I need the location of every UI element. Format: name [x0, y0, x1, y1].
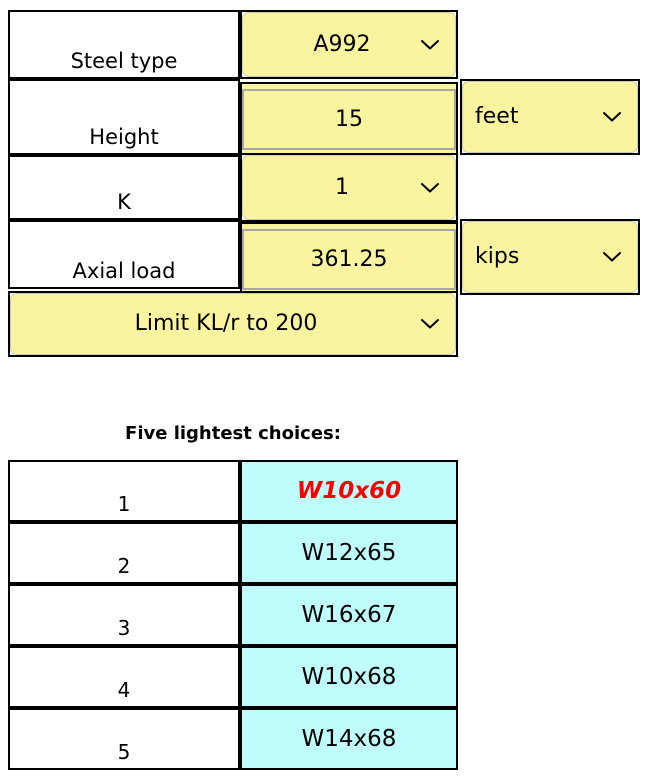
chevron-down-icon: [421, 319, 439, 330]
steel-type-dropdown[interactable]: A992: [242, 12, 456, 77]
k-factor-value: 1: [335, 174, 349, 200]
axial-load-units-select[interactable]: kips: [460, 219, 640, 295]
height-input[interactable]: 15: [242, 89, 456, 150]
axial-load-units-value: kips: [475, 244, 520, 269]
result-rank: 3: [8, 584, 240, 646]
result-rank: 2: [8, 522, 240, 584]
slenderness-limit-dropdown[interactable]: Limit KL/r to 200: [10, 293, 456, 355]
axial-load-input[interactable]: 361.25: [242, 229, 456, 290]
k-factor-select[interactable]: 1: [240, 153, 458, 222]
height-units-dropdown[interactable]: feet: [462, 81, 638, 153]
slenderness-limit-value: Limit KL/r to 200: [134, 311, 318, 336]
axial-load-units-dropdown[interactable]: kips: [462, 221, 638, 293]
chevron-down-icon: [603, 252, 621, 263]
height-units-value: feet: [475, 104, 519, 129]
k-factor-dropdown[interactable]: 1: [242, 155, 456, 220]
height-input-cell[interactable]: 15: [240, 82, 458, 155]
chevron-down-icon: [421, 39, 439, 50]
result-section: W10x68: [240, 646, 458, 708]
chevron-down-icon: [421, 182, 439, 193]
result-rank: 1: [8, 460, 240, 522]
result-section: W14x68: [240, 708, 458, 770]
chevron-down-icon: [603, 112, 621, 123]
results-title: Five lightest choices:: [125, 423, 341, 444]
height-value: 15: [335, 106, 363, 132]
input-form: Steel type A992 Height 15 feet K: [0, 0, 656, 370]
result-section: W16x67: [240, 584, 458, 646]
result-rank: 5: [8, 708, 240, 770]
result-rank: 4: [8, 646, 240, 708]
height-units-select[interactable]: feet: [460, 79, 640, 155]
steel-type-value: A992: [313, 31, 371, 57]
height-label: Height: [8, 79, 240, 155]
result-section: W12x65: [240, 522, 458, 584]
axial-load-label: Axial load: [8, 220, 240, 289]
steel-type-select[interactable]: A992: [240, 10, 458, 79]
axial-load-value: 361.25: [310, 246, 388, 272]
k-factor-label: K: [8, 155, 240, 220]
result-section: W10x60: [240, 460, 458, 522]
slenderness-limit-select[interactable]: Limit KL/r to 200: [8, 291, 458, 357]
steel-type-label: Steel type: [8, 10, 240, 79]
axial-load-input-cell[interactable]: 361.25: [240, 222, 458, 295]
